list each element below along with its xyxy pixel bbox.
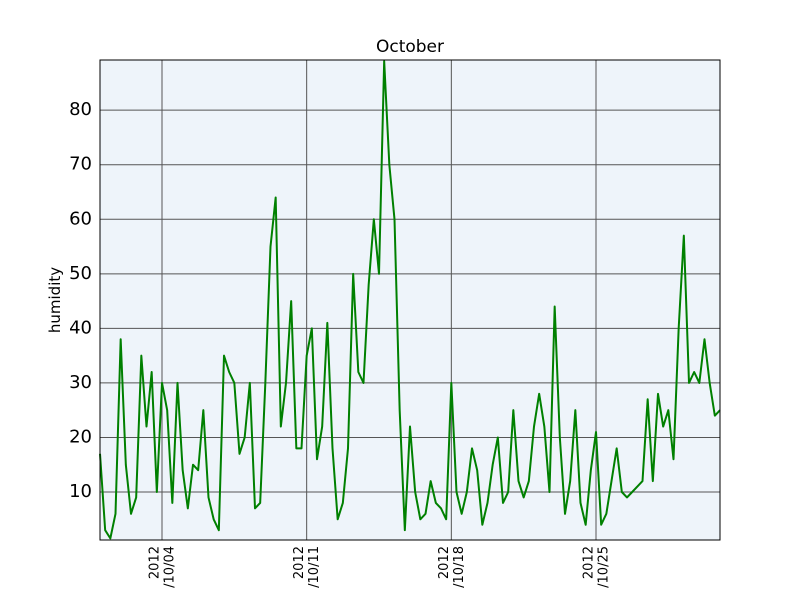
- y-tick-label: 50: [69, 263, 92, 284]
- x-tick-label: 2012/10/25: [582, 546, 612, 588]
- x-tick-label: 2012/10/18: [437, 546, 467, 588]
- y-axis-label: humidity: [46, 267, 64, 333]
- x-tick-label: 2012/10/04: [148, 546, 178, 588]
- y-tick-label: 70: [69, 154, 92, 175]
- y-tick-label: 80: [69, 99, 92, 120]
- x-tick-label: 2012/10/11: [292, 546, 322, 588]
- chart-title: October: [376, 37, 444, 57]
- data-line: [99, 60, 721, 540]
- y-tick-label: 30: [69, 372, 92, 393]
- plot-frame: [99, 59, 721, 541]
- y-tick-label: 40: [69, 317, 92, 338]
- y-tick-label: 10: [69, 481, 92, 502]
- y-tick-label: 60: [69, 208, 92, 229]
- plot-area: [100, 60, 720, 540]
- y-tick-label: 20: [69, 426, 92, 447]
